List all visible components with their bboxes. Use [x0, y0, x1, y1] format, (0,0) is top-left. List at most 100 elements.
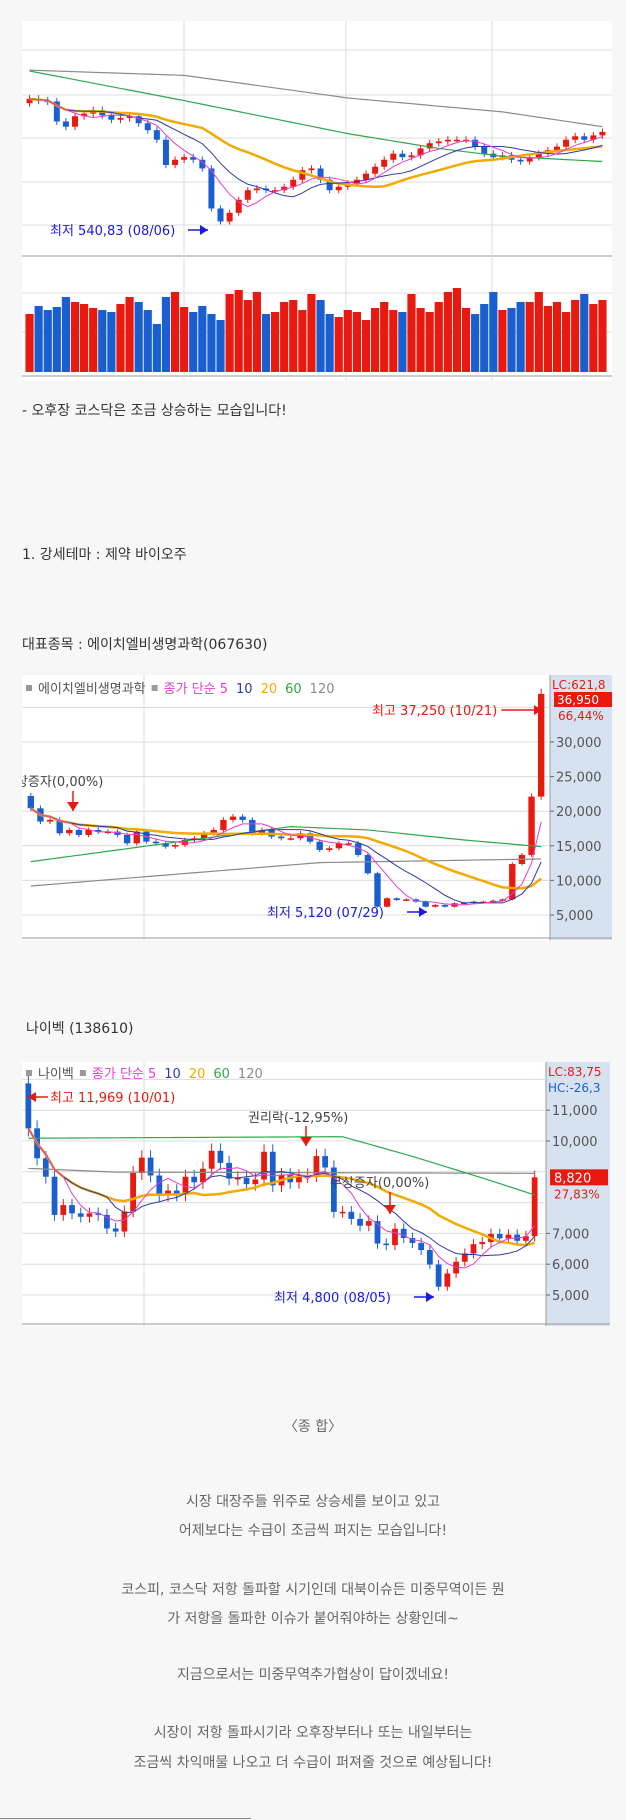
candle-body: [418, 1242, 425, 1251]
price-tick-label: 25,000: [556, 771, 602, 786]
ma120-line: [28, 1167, 535, 1174]
candle-body: [53, 101, 60, 122]
volume-bar: [289, 300, 298, 372]
candle-body: [299, 170, 306, 180]
candle-body: [481, 146, 488, 154]
price-tick-label: 5,000: [556, 909, 593, 924]
candle-body: [383, 898, 391, 907]
low-annotation: 최저 540,83 (08/06): [50, 224, 175, 239]
volume-bar: [352, 312, 362, 372]
legend-ma5: 종가 단순 5: [164, 682, 228, 697]
current-price-label: 8,820: [554, 1171, 591, 1186]
volume-bar: [70, 302, 80, 372]
candle-body: [42, 1158, 49, 1177]
summary-title: 〈종 합〉: [283, 1419, 343, 1435]
volume-bar: [580, 294, 589, 372]
current-price-label: 36,950: [557, 693, 599, 707]
summary-line: 어제보다는 수급이 조금씩 퍼지는 모습입니다!: [178, 1523, 448, 1539]
candle-body: [152, 841, 160, 844]
volume-bar: [416, 308, 425, 372]
volume-bar: [552, 302, 562, 372]
candle-body: [357, 1218, 363, 1226]
candle-body: [229, 816, 237, 820]
volume-bar: [316, 300, 325, 372]
volume-bar: [261, 314, 271, 372]
price-tick-label: 6,000: [552, 1258, 589, 1273]
candle-body: [313, 1156, 320, 1176]
candle-body: [363, 173, 370, 180]
candle-body: [290, 179, 297, 187]
candle-body: [86, 1213, 93, 1217]
current-price-box: [554, 692, 612, 707]
legend-ma120: 120: [238, 1067, 263, 1082]
candle-body: [348, 1211, 355, 1219]
candle-body: [26, 98, 33, 104]
volume-bar: [343, 310, 352, 372]
nibec-candlestick-svg: 나이벡 종가 단순 5 10 20 60 120 11,000 10,000 7,000 6,00…: [22, 1062, 610, 1326]
candle-body: [535, 153, 542, 158]
price-tick-label: 11,000: [552, 1104, 598, 1119]
candle-body: [62, 121, 69, 127]
summary-line: 시장 대장주들 위주로 상승세를 보이고 있고: [185, 1494, 441, 1510]
candle-body: [345, 843, 352, 845]
candle-body: [400, 1228, 407, 1239]
legend-ma20: 20: [261, 682, 278, 697]
candle-body: [162, 843, 169, 847]
price-tick-label: 10,000: [552, 1135, 598, 1150]
candle-body: [191, 1176, 198, 1183]
candle-body: [422, 901, 429, 907]
lc-label: LC:83,75: [548, 1065, 601, 1079]
candle-body: [444, 139, 451, 142]
nibec-chart: 나이벡 종가 단순 5 10 20 60 120 11,000 10,000 7,000 6,00…: [22, 1062, 610, 1326]
volume-bar: [280, 302, 289, 372]
volume-bar: [471, 314, 480, 372]
candle-body: [403, 899, 410, 901]
candle-body: [147, 1157, 154, 1176]
candle-body: [517, 159, 524, 162]
event-annotation: 무상증자(0,00%): [22, 775, 103, 790]
candle-body: [322, 1156, 329, 1168]
volume-bar: [361, 320, 371, 372]
legend-ma60: 60: [213, 1067, 230, 1082]
candle-body: [234, 1177, 241, 1180]
event-arrow-head: [384, 1205, 396, 1214]
volume-bar: [434, 302, 443, 372]
candle-body: [365, 1221, 372, 1226]
candle-body: [112, 1228, 119, 1232]
candle-body: [81, 113, 88, 117]
volume-bar: [143, 310, 152, 372]
candle-body: [435, 141, 442, 144]
low-annotation: 최저 4,800 (08/05): [274, 1291, 391, 1306]
lc-label: LC:621,8: [552, 678, 605, 692]
volume-bar: [598, 300, 607, 372]
ma20-line: [30, 807, 542, 890]
volume-bar: [489, 292, 498, 372]
candle-body: [165, 1190, 171, 1196]
candle-body: [217, 1150, 224, 1163]
candle-body: [173, 1190, 180, 1195]
candle-body: [217, 208, 224, 222]
volume-bar: [80, 304, 89, 372]
volume-bar: [225, 294, 234, 372]
volume-bar: [107, 312, 116, 372]
candle-body: [489, 900, 497, 903]
candle-body: [117, 117, 124, 120]
ma10-line: [29, 98, 603, 198]
volume-bar: [334, 317, 343, 372]
candle-body: [208, 1150, 215, 1169]
volume-bar: [561, 312, 571, 372]
candle-body: [72, 116, 79, 127]
theme-heading: 1. 강세테마 : 제약 바이오주: [22, 547, 187, 563]
summary-line: 조금씩 차익매물 나오고 더 수급이 퍼져줄 것으로 예상됩니다!: [133, 1755, 493, 1771]
volume-bar: [252, 292, 261, 372]
candle-body: [144, 123, 151, 131]
summary-line: 가 저항을 돌파한 이슈가 붙어줘야하는 상황인데~: [167, 1611, 459, 1627]
price-tick-label: 20,000: [556, 805, 602, 820]
hlb-chart: 에이치엘비생명과학 종가 단순 5 10 20 60 120 30,000 25,000 20,…: [22, 675, 612, 940]
candle-body: [210, 829, 217, 834]
summary-line: 코스피, 코스닥 저항 돌파할 시기인데 대북이슈든 미중무역이든 뭔: [121, 1582, 505, 1598]
volume-bar: [180, 307, 189, 372]
candle-body: [538, 693, 545, 797]
candle-body: [239, 816, 246, 820]
candle-body: [172, 159, 179, 165]
